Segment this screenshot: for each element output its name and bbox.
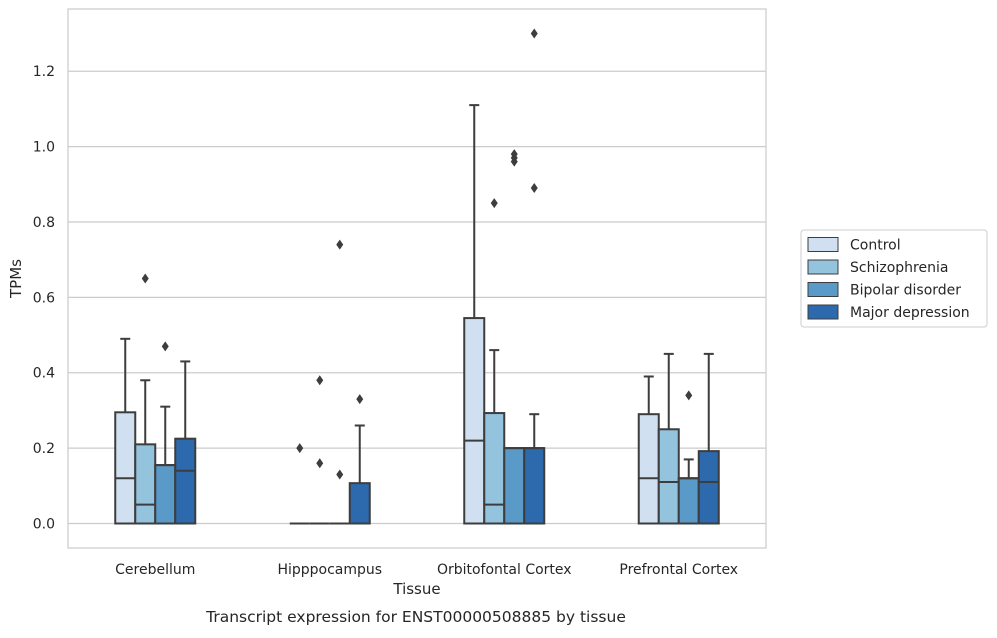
outlier-point — [296, 443, 304, 454]
box-major-depression — [174, 360, 197, 525]
legend-label: Major depression — [850, 305, 970, 321]
box-iqr — [154, 464, 177, 525]
box-iqr — [503, 447, 526, 525]
box-iqr — [134, 443, 157, 525]
figure-caption: Transcript expression for ENST0000050888… — [205, 608, 626, 626]
legend: Control Schizophrenia Bipolar disorder Majo… — [800, 229, 988, 328]
legend-swatch — [807, 304, 839, 320]
legend-swatch — [807, 259, 839, 275]
outlier-point — [141, 273, 149, 284]
y-tick-label: 0.2 — [33, 441, 55, 457]
box-major-depression — [348, 394, 371, 525]
y-tick-label: 0.6 — [33, 290, 55, 306]
box-bipolar-disorder — [154, 341, 177, 525]
y-tick-label: 1.2 — [33, 64, 55, 80]
box-control — [463, 104, 486, 525]
box-control — [114, 337, 137, 525]
box-iqr — [348, 482, 371, 525]
box-iqr — [657, 428, 680, 525]
outlier-point — [356, 394, 364, 405]
box-iqr — [697, 450, 720, 525]
box-iqr — [677, 477, 700, 525]
outlier-point — [510, 149, 518, 160]
legend-label: Control — [850, 238, 901, 254]
box-schizophrenia — [483, 198, 506, 525]
box-bipolar-disorder — [329, 239, 350, 525]
outlier-point — [336, 469, 344, 480]
outlier-point — [316, 458, 324, 469]
box-iqr — [483, 412, 506, 525]
x-tick-label: Orbitofontal Cortex — [437, 562, 572, 578]
box-schizophrenia — [657, 352, 680, 525]
box-iqr — [463, 317, 486, 525]
box-series — [114, 28, 720, 525]
box-schizophrenia — [134, 273, 157, 525]
box-control — [289, 443, 310, 525]
legend-frame — [800, 229, 988, 328]
box-schizophrenia — [309, 375, 330, 525]
outlier-point — [316, 375, 324, 386]
box-major-depression — [697, 352, 720, 525]
x-tick-label: Cerebellum — [115, 562, 195, 578]
outlier-point — [336, 239, 344, 250]
legend-swatch — [807, 282, 839, 297]
x-tick-label: Prefrontal Cortex — [619, 562, 738, 578]
plot-frame — [67, 8, 767, 549]
y-tick-label: 0.0 — [33, 517, 55, 533]
outlier-point — [161, 341, 169, 352]
outlier-point — [490, 198, 498, 209]
box-bipolar-disorder — [677, 390, 700, 525]
y-ticks: 0.0 0.2 0.4 0.6 0.8 1.0 1.2 — [33, 64, 55, 532]
outlier-point — [530, 28, 538, 39]
box-iqr — [637, 413, 660, 525]
y-tick-label: 0.8 — [33, 215, 55, 231]
box-iqr — [523, 447, 546, 525]
legend-swatch — [807, 237, 839, 252]
legend-label: Schizophrenia — [850, 260, 948, 276]
x-tick-label: Hipppocampus — [277, 562, 382, 578]
box-bipolar-disorder — [503, 149, 526, 525]
outlier-point — [530, 183, 538, 194]
box-major-depression — [523, 28, 546, 525]
y-axis-label: TPMs — [7, 259, 25, 299]
legend-label: Bipolar disorder — [850, 283, 961, 299]
box-iqr — [174, 437, 197, 525]
outlier-point — [685, 390, 693, 401]
x-ticks: Cerebellum Hipppocampus Orbitofontal Corte… — [115, 562, 738, 578]
y-tick-label: 1.0 — [33, 140, 55, 156]
x-axis-label: Tissue — [392, 580, 440, 598]
box-control — [637, 375, 660, 525]
box-iqr — [114, 411, 137, 525]
y-tick-label: 0.4 — [33, 366, 55, 382]
